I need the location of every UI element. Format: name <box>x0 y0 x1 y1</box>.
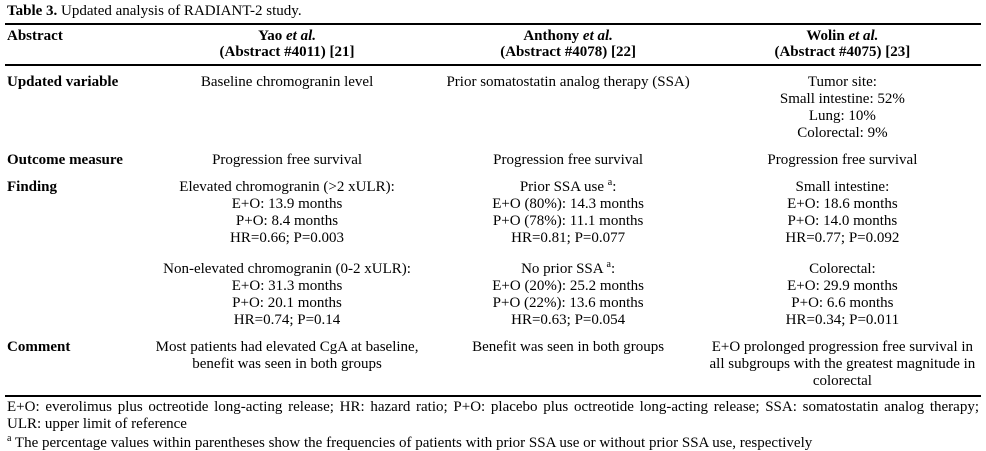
subgroup-title-text: No prior SSA <box>521 261 607 277</box>
column-header-anthony: Anthony et al. (Abstract #4078) [22] <box>432 25 704 66</box>
subgroup-title-text: Colorectal: <box>809 261 876 277</box>
cell-finding-anthony: Prior SSA use a: E+O (80%): 14.3 months … <box>432 171 703 331</box>
tumor-site-lung: Lung: 10% <box>808 108 876 124</box>
author-line: Yao et al. <box>144 28 431 44</box>
row-updated-variable: Updated variable Baseline chromogranin l… <box>5 65 981 144</box>
tumor-site-heading: Tumor site: <box>807 74 877 90</box>
cell-comment-anthony: Benefit was seen in both groups <box>472 339 665 355</box>
column-header-yao: Yao et al. (Abstract #4011) [21] <box>141 25 433 66</box>
subgroup-title-text: Prior SSA use <box>519 179 608 195</box>
finding-line-hr: HR=0.66; P=0.003 <box>230 230 345 246</box>
table-header: Abstract Yao et al. (Abstract #4011) [21… <box>5 25 981 66</box>
cell-updated-variable-yao: Baseline chromogranin level <box>142 65 433 144</box>
table-caption-number: Table 3. <box>7 3 58 19</box>
author-etal: et al. <box>582 28 613 44</box>
finding-line-po: P+O: 8.4 months <box>235 213 339 229</box>
finding-subgroup-title: Colorectal: <box>706 261 979 278</box>
finding-line-hr: HR=0.81; P=0.077 <box>511 230 626 246</box>
author-name: Yao <box>258 28 283 44</box>
finding-subgroup-title: No prior SSA a: <box>434 259 701 278</box>
finding-line-po: P+O: 14.0 months <box>787 213 898 229</box>
header-row: Abstract Yao et al. (Abstract #4011) [21… <box>5 25 981 66</box>
cell-text: Progression free survival <box>767 152 918 168</box>
finding-line-po: P+O (78%): 11.1 months <box>492 213 644 229</box>
abstract-reference: (Abstract #4075) [23] <box>774 44 911 60</box>
tumor-site-colorectal: Colorectal: 9% <box>797 125 888 141</box>
cell-text: Progression free survival <box>493 152 644 168</box>
row-comment: Comment Most patients had elevated CgA a… <box>5 331 981 396</box>
cell-finding-yao: Elevated chromogranin (>2 xULR): E+O: 13… <box>142 171 433 331</box>
cell-finding-wolin: Small intestine: E+O: 18.6 months P+O: 1… <box>704 171 981 331</box>
cell-updated-variable-wolin: Tumor site: Small intestine: 52% Lung: 1… <box>704 65 981 144</box>
superscript-a: a <box>607 177 613 188</box>
finding-line-po: P+O (22%): 13.6 months <box>492 295 644 311</box>
table-caption: Table 3. Updated analysis of RADIANT-2 s… <box>5 2 981 25</box>
header-abstract-label: Abstract <box>5 25 142 66</box>
finding-line-hr: HR=0.34; P=0.011 <box>785 312 900 328</box>
subgroup-title-text: Elevated chromogranin (>2 xULR): <box>179 179 395 195</box>
author-line: Wolin et al. <box>706 28 979 44</box>
table-caption-text: Updated analysis of RADIANT-2 study. <box>57 3 302 19</box>
finding-line-hr: HR=0.63; P=0.054 <box>511 312 626 328</box>
footnote-abbreviations: E+O: everolimus plus octreotide long-act… <box>7 399 979 432</box>
finding-line-eo: E+O: 13.9 months <box>231 196 343 212</box>
cell-outcome-yao: Progression free survival <box>142 144 433 171</box>
row-label-outcome-measure: Outcome measure <box>7 152 123 168</box>
author-etal: et al. <box>286 28 316 44</box>
footnote-a-marker: a <box>7 433 12 444</box>
subgroup-title-text: Non-elevated chromogranin (0-2 xULR): <box>163 261 411 277</box>
finding-line-hr: HR=0.74; P=0.14 <box>233 312 341 328</box>
subgroup-title-text: Small intestine: <box>795 179 890 195</box>
row-label-comment: Comment <box>7 339 71 355</box>
finding-line-eo: E+O: 29.9 months <box>787 278 898 294</box>
cell-text: Prior somatostatin analog therapy (SSA) <box>446 74 690 90</box>
author-name: Anthony <box>523 28 580 44</box>
footnote-a-text: The percentage values within parentheses… <box>11 435 813 451</box>
finding-subgroup-title: Prior SSA use a: <box>434 177 701 196</box>
finding-block-prior-ssa: Prior SSA use a: E+O (80%): 14.3 months … <box>434 177 701 247</box>
subgroup-title-end: : <box>610 261 616 277</box>
table-body: Updated variable Baseline chromogranin l… <box>5 65 981 396</box>
finding-line-eo: E+O: 31.3 months <box>231 278 343 294</box>
cell-outcome-anthony: Progression free survival <box>432 144 703 171</box>
finding-block-elevated: Elevated chromogranin (>2 xULR): E+O: 13… <box>144 179 431 247</box>
finding-line-eo: E+O: 18.6 months <box>787 196 898 212</box>
finding-block-non-elevated: Non-elevated chromogranin (0-2 xULR): E+… <box>144 261 431 329</box>
author-etal: et al. <box>848 28 879 44</box>
finding-subgroup-title: Small intestine: <box>706 179 979 196</box>
finding-subgroup-title: Non-elevated chromogranin (0-2 xULR): <box>144 261 431 278</box>
cell-comment-wolin: E+O prolonged progression free survival … <box>709 339 976 389</box>
abstract-reference: (Abstract #4011) [21] <box>219 44 355 60</box>
finding-block-small-intestine: Small intestine: E+O: 18.6 months P+O: 1… <box>706 179 979 247</box>
finding-subgroup-title: Elevated chromogranin (>2 xULR): <box>144 179 431 196</box>
column-header-wolin: Wolin et al. (Abstract #4075) [23] <box>703 25 981 66</box>
finding-block-colorectal: Colorectal: E+O: 29.9 months P+O: 6.6 mo… <box>706 261 979 329</box>
cell-text: Baseline chromogranin level <box>200 74 374 90</box>
tumor-site-small-intestine: Small intestine: 52% <box>779 91 905 107</box>
author-line: Anthony et al. <box>434 28 701 44</box>
superscript-a: a <box>606 259 611 270</box>
cell-text: Progression free survival <box>212 152 363 168</box>
row-finding: Finding Elevated chromogranin (>2 xULR):… <box>5 171 981 331</box>
cell-comment-yao: Most patients had elevated CgA at baseli… <box>155 339 419 372</box>
cell-outcome-wolin: Progression free survival <box>704 144 981 171</box>
subgroup-title-end: : <box>612 179 617 195</box>
finding-line-eo: E+O (20%): 25.2 months <box>492 278 645 294</box>
abstract-reference: (Abstract #4078) [22] <box>500 44 637 60</box>
radiant2-analysis-table: Abstract Yao et al. (Abstract #4011) [21… <box>5 25 981 397</box>
row-outcome-measure: Outcome measure Progression free surviva… <box>5 144 981 171</box>
footnote-a: a The percentage values within parenthes… <box>5 433 981 451</box>
cell-updated-variable-anthony: Prior somatostatin analog therapy (SSA) <box>432 65 703 144</box>
finding-line-po: P+O: 6.6 months <box>791 295 894 311</box>
finding-block-no-prior-ssa: No prior SSA a: E+O (20%): 25.2 months P… <box>434 259 701 329</box>
finding-line-eo: E+O (80%): 14.3 months <box>492 196 645 212</box>
author-name: Wolin <box>806 28 845 44</box>
row-label-finding: Finding <box>7 179 58 195</box>
row-label-updated-variable: Updated variable <box>7 74 119 90</box>
finding-line-hr: HR=0.77; P=0.092 <box>785 230 900 246</box>
finding-line-po: P+O: 20.1 months <box>232 295 342 311</box>
